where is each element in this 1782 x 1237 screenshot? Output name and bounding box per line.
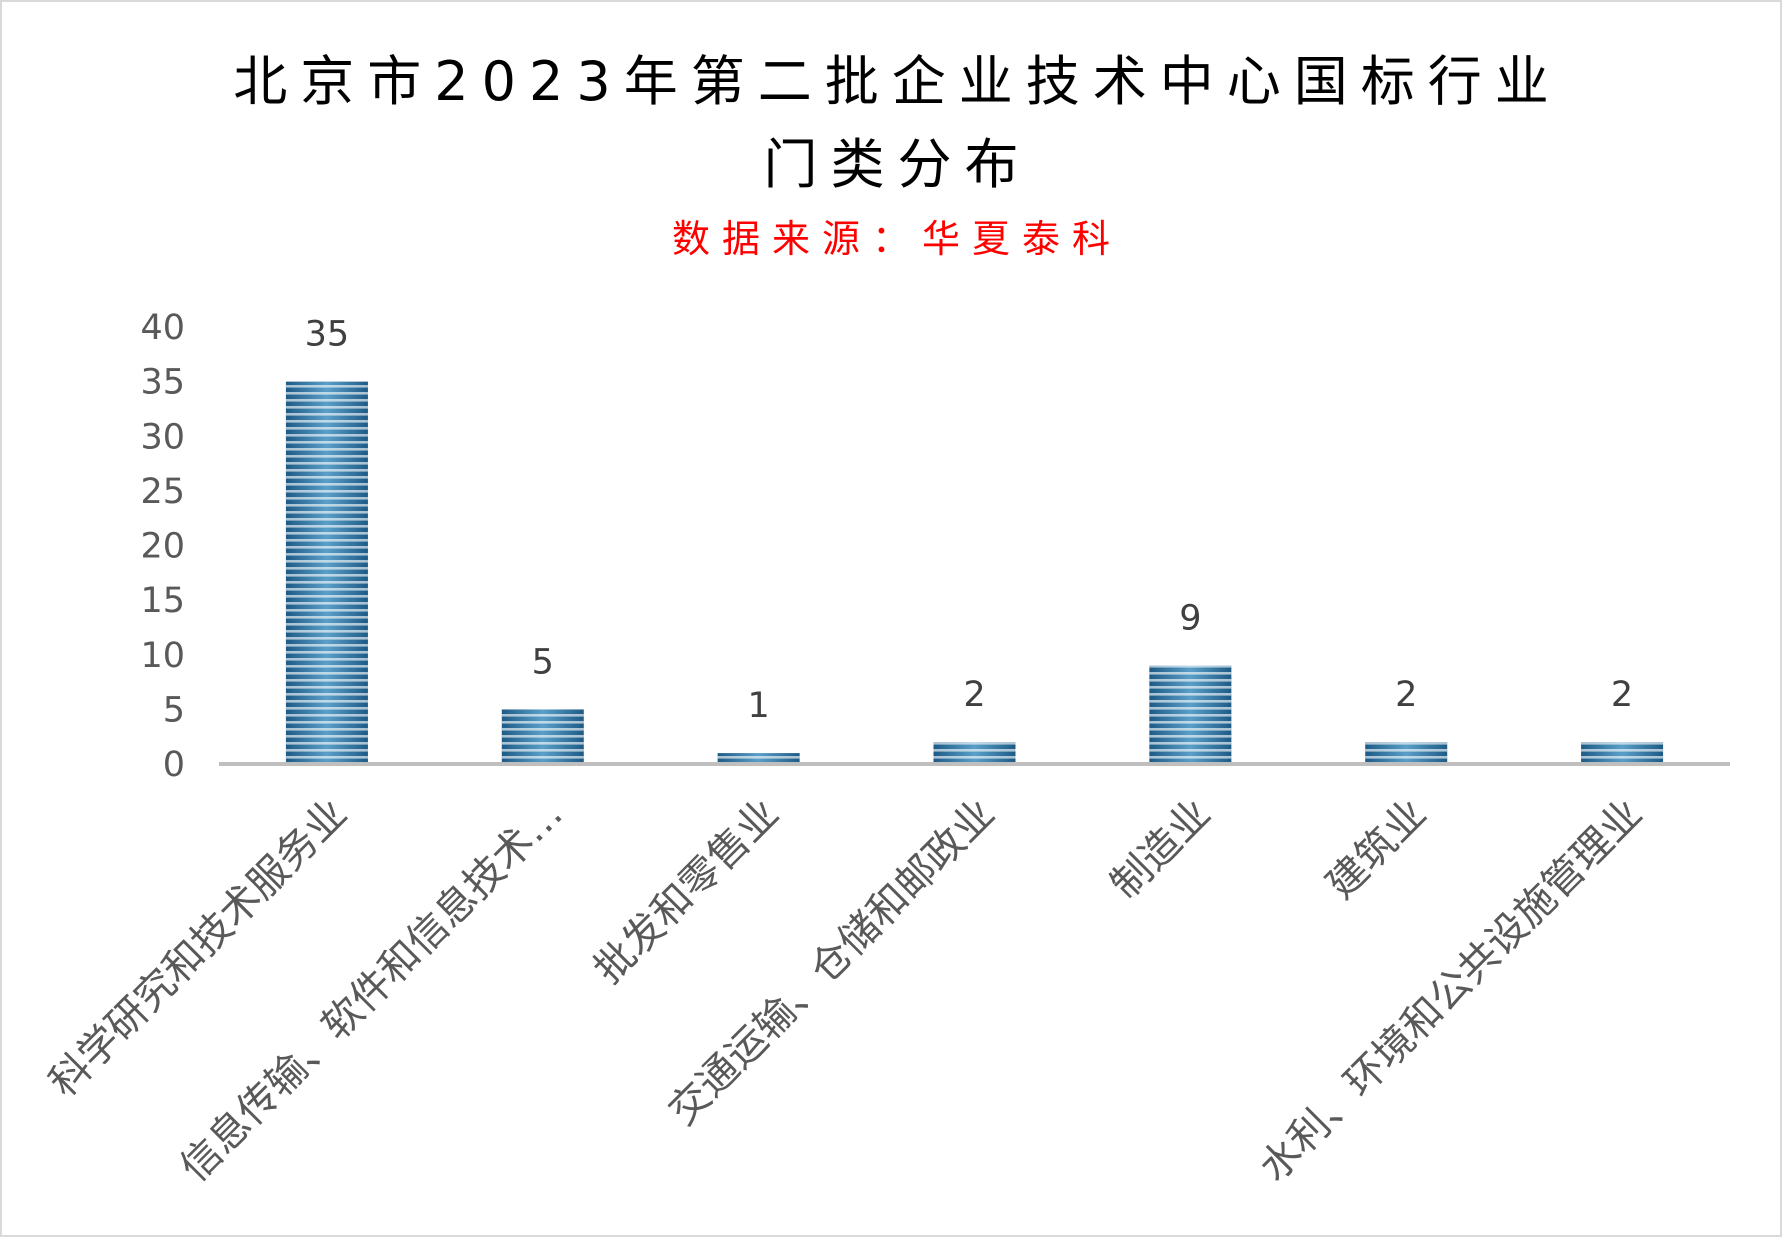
data-labels: 35 5 1 2 9 2 2: [305, 315, 1634, 726]
bar: [1365, 742, 1448, 764]
data-label: 1: [748, 686, 770, 726]
x-category-label: 制造业: [1102, 791, 1219, 908]
bars: [285, 381, 1664, 764]
bar-stripes: [1365, 742, 1448, 764]
x-category-label: 水利、环境和公共设施管理业: [1251, 791, 1651, 1191]
data-label: 9: [1179, 599, 1201, 639]
y-tick-label: 35: [140, 363, 185, 403]
bar: [1581, 742, 1664, 764]
y-tick-label: 5: [163, 690, 185, 730]
y-tick-label: 10: [140, 636, 185, 676]
data-label: 2: [963, 675, 985, 715]
bar-stripes: [501, 709, 584, 764]
bar: [933, 742, 1016, 764]
data-label: 2: [1395, 675, 1417, 715]
bar: [285, 381, 368, 764]
x-category-label: 信息传输、软件和信息技术…: [172, 791, 572, 1191]
chart-title-line-2: 门类分布: [763, 133, 1032, 196]
y-tick-label: 40: [140, 308, 185, 348]
y-axis-ticks: 0 5 10 15 20 25 30 35 40: [140, 308, 185, 785]
bar-stripes: [1581, 742, 1664, 764]
bar: [717, 753, 800, 764]
bar-stripes: [1149, 665, 1232, 764]
x-category-label: 建筑业: [1318, 791, 1435, 908]
data-label: 35: [305, 315, 350, 355]
y-tick-label: 20: [140, 527, 185, 567]
y-tick-label: 25: [140, 472, 185, 512]
y-tick-label: 0: [163, 745, 185, 785]
bar-stripes: [285, 381, 368, 764]
bar: [1149, 665, 1232, 764]
y-tick-label: 30: [140, 417, 185, 457]
bar: [501, 709, 584, 764]
chart-title-line-1: 北京市2023年第二批企业技术中心国标行业: [233, 50, 1562, 113]
y-tick-label: 15: [140, 581, 185, 621]
data-label: 2: [1611, 675, 1633, 715]
bar-stripes: [717, 753, 800, 764]
x-category-label: 批发和零售业: [585, 791, 787, 993]
chart-subtitle-source: 数据来源：华夏泰科: [671, 217, 1122, 261]
data-label: 5: [532, 642, 554, 682]
bar-stripes: [933, 742, 1016, 764]
